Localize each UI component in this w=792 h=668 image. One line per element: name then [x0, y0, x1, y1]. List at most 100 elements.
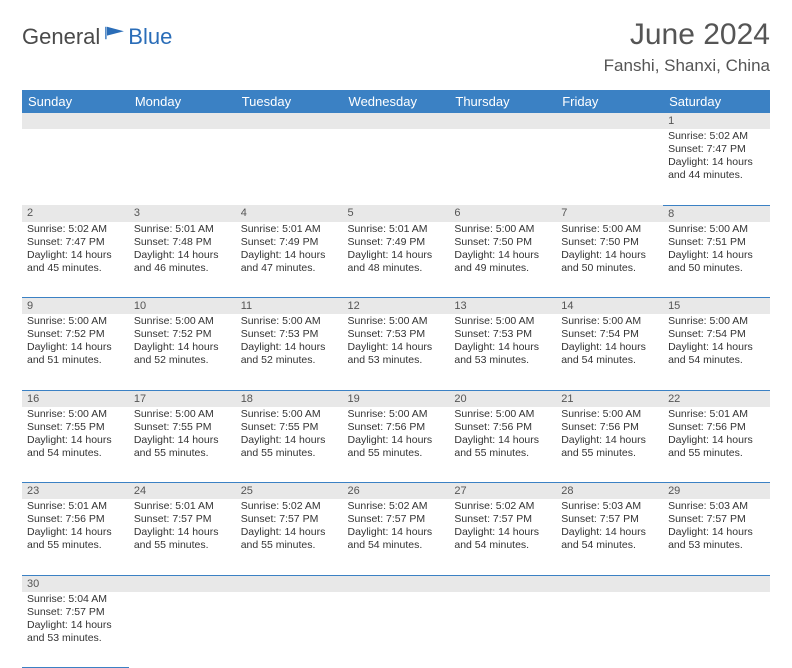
daylight-line: Daylight: 14 hours and 53 minutes.	[668, 526, 765, 552]
daylight-line: Daylight: 14 hours and 51 minutes.	[27, 341, 124, 367]
day-cell	[236, 129, 343, 205]
day-number: 13	[449, 298, 556, 315]
sunset-line: Sunset: 7:53 PM	[241, 328, 338, 341]
day-number: 12	[343, 298, 450, 315]
sunrise-line: Sunrise: 5:03 AM	[561, 500, 658, 513]
sunrise-line: Sunrise: 5:04 AM	[27, 593, 124, 606]
sunset-line: Sunset: 7:56 PM	[27, 513, 124, 526]
day-cell	[449, 592, 556, 668]
day-number: 30	[22, 575, 129, 592]
day-cell: Sunrise: 5:03 AMSunset: 7:57 PMDaylight:…	[663, 499, 770, 575]
day-cell: Sunrise: 5:00 AMSunset: 7:56 PMDaylight:…	[449, 407, 556, 483]
day-number: 3	[129, 205, 236, 222]
sunset-line: Sunset: 7:57 PM	[454, 513, 551, 526]
sunrise-line: Sunrise: 5:00 AM	[454, 223, 551, 236]
sunrise-line: Sunrise: 5:00 AM	[454, 408, 551, 421]
daylight-line: Daylight: 14 hours and 53 minutes.	[348, 341, 445, 367]
daylight-line: Daylight: 14 hours and 53 minutes.	[27, 619, 124, 645]
day-details: Sunrise: 5:01 AMSunset: 7:56 PMDaylight:…	[663, 407, 770, 464]
sunset-line: Sunset: 7:56 PM	[561, 421, 658, 434]
day-cell: Sunrise: 5:02 AMSunset: 7:47 PMDaylight:…	[22, 222, 129, 298]
day-cell: Sunrise: 5:00 AMSunset: 7:55 PMDaylight:…	[129, 407, 236, 483]
day-number	[343, 575, 450, 592]
day-header: Saturday	[663, 90, 770, 113]
sunset-line: Sunset: 7:52 PM	[27, 328, 124, 341]
day-cell: Sunrise: 5:00 AMSunset: 7:52 PMDaylight:…	[129, 314, 236, 390]
day-number: 22	[663, 390, 770, 407]
sunset-line: Sunset: 7:55 PM	[241, 421, 338, 434]
day-cell: Sunrise: 5:02 AMSunset: 7:57 PMDaylight:…	[449, 499, 556, 575]
day-cell	[236, 592, 343, 668]
daylight-line: Daylight: 14 hours and 55 minutes.	[668, 434, 765, 460]
daylight-line: Daylight: 14 hours and 55 minutes.	[561, 434, 658, 460]
sunrise-line: Sunrise: 5:00 AM	[348, 408, 445, 421]
day-number	[129, 113, 236, 129]
sunset-line: Sunset: 7:48 PM	[134, 236, 231, 249]
day-number: 29	[663, 483, 770, 500]
daylight-line: Daylight: 14 hours and 45 minutes.	[27, 249, 124, 275]
day-cell: Sunrise: 5:01 AMSunset: 7:56 PMDaylight:…	[663, 407, 770, 483]
day-details: Sunrise: 5:00 AMSunset: 7:56 PMDaylight:…	[343, 407, 450, 464]
day-cell: Sunrise: 5:00 AMSunset: 7:56 PMDaylight:…	[556, 407, 663, 483]
daylight-line: Daylight: 14 hours and 44 minutes.	[668, 156, 765, 182]
day-cell: Sunrise: 5:00 AMSunset: 7:54 PMDaylight:…	[556, 314, 663, 390]
day-cell: Sunrise: 5:04 AMSunset: 7:57 PMDaylight:…	[22, 592, 129, 668]
daylight-line: Daylight: 14 hours and 54 minutes.	[348, 526, 445, 552]
day-cell	[129, 129, 236, 205]
day-details: Sunrise: 5:00 AMSunset: 7:50 PMDaylight:…	[449, 222, 556, 279]
day-number: 19	[343, 390, 450, 407]
day-number: 21	[556, 390, 663, 407]
daylight-line: Daylight: 14 hours and 55 minutes.	[241, 526, 338, 552]
day-cell	[663, 592, 770, 668]
day-details: Sunrise: 5:04 AMSunset: 7:57 PMDaylight:…	[22, 592, 129, 649]
day-details: Sunrise: 5:00 AMSunset: 7:52 PMDaylight:…	[22, 314, 129, 371]
day-cell: Sunrise: 5:00 AMSunset: 7:51 PMDaylight:…	[663, 222, 770, 298]
sunset-line: Sunset: 7:57 PM	[241, 513, 338, 526]
day-header: Tuesday	[236, 90, 343, 113]
day-cell: Sunrise: 5:02 AMSunset: 7:47 PMDaylight:…	[663, 129, 770, 205]
day-details: Sunrise: 5:01 AMSunset: 7:49 PMDaylight:…	[236, 222, 343, 279]
day-cell: Sunrise: 5:00 AMSunset: 7:53 PMDaylight:…	[449, 314, 556, 390]
sunrise-line: Sunrise: 5:00 AM	[241, 408, 338, 421]
header: General Blue June 2024 Fanshi, Shanxi, C…	[22, 18, 770, 76]
sunset-line: Sunset: 7:47 PM	[668, 143, 765, 156]
day-number	[343, 113, 450, 129]
sunrise-line: Sunrise: 5:00 AM	[134, 315, 231, 328]
day-details: Sunrise: 5:01 AMSunset: 7:56 PMDaylight:…	[22, 499, 129, 556]
day-details: Sunrise: 5:00 AMSunset: 7:56 PMDaylight:…	[556, 407, 663, 464]
daynum-row: 2345678	[22, 205, 770, 222]
sunrise-line: Sunrise: 5:01 AM	[134, 223, 231, 236]
daylight-line: Daylight: 14 hours and 49 minutes.	[454, 249, 551, 275]
daylight-line: Daylight: 14 hours and 54 minutes.	[454, 526, 551, 552]
day-cell	[556, 592, 663, 668]
day-details: Sunrise: 5:00 AMSunset: 7:53 PMDaylight:…	[449, 314, 556, 371]
day-cell: Sunrise: 5:00 AMSunset: 7:55 PMDaylight:…	[22, 407, 129, 483]
day-details: Sunrise: 5:00 AMSunset: 7:55 PMDaylight:…	[236, 407, 343, 464]
day-cell: Sunrise: 5:02 AMSunset: 7:57 PMDaylight:…	[236, 499, 343, 575]
sunrise-line: Sunrise: 5:02 AM	[668, 130, 765, 143]
sunset-line: Sunset: 7:50 PM	[454, 236, 551, 249]
sunset-line: Sunset: 7:57 PM	[561, 513, 658, 526]
sunrise-line: Sunrise: 5:00 AM	[668, 223, 765, 236]
day-details: Sunrise: 5:03 AMSunset: 7:57 PMDaylight:…	[663, 499, 770, 556]
sunrise-line: Sunrise: 5:00 AM	[561, 408, 658, 421]
day-number: 17	[129, 390, 236, 407]
daylight-line: Daylight: 14 hours and 54 minutes.	[27, 434, 124, 460]
week-row: Sunrise: 5:04 AMSunset: 7:57 PMDaylight:…	[22, 592, 770, 668]
week-row: Sunrise: 5:01 AMSunset: 7:56 PMDaylight:…	[22, 499, 770, 575]
day-number: 10	[129, 298, 236, 315]
day-cell: Sunrise: 5:01 AMSunset: 7:48 PMDaylight:…	[129, 222, 236, 298]
day-details: Sunrise: 5:02 AMSunset: 7:57 PMDaylight:…	[236, 499, 343, 556]
day-cell: Sunrise: 5:02 AMSunset: 7:57 PMDaylight:…	[343, 499, 450, 575]
day-details: Sunrise: 5:03 AMSunset: 7:57 PMDaylight:…	[556, 499, 663, 556]
flag-icon	[104, 25, 126, 41]
daylight-line: Daylight: 14 hours and 54 minutes.	[668, 341, 765, 367]
logo-text-blue: Blue	[128, 24, 172, 50]
day-cell: Sunrise: 5:00 AMSunset: 7:50 PMDaylight:…	[556, 222, 663, 298]
day-details: Sunrise: 5:00 AMSunset: 7:55 PMDaylight:…	[22, 407, 129, 464]
sunset-line: Sunset: 7:57 PM	[27, 606, 124, 619]
sunrise-line: Sunrise: 5:03 AM	[668, 500, 765, 513]
sunset-line: Sunset: 7:51 PM	[668, 236, 765, 249]
daylight-line: Daylight: 14 hours and 55 minutes.	[454, 434, 551, 460]
day-number	[22, 113, 129, 129]
